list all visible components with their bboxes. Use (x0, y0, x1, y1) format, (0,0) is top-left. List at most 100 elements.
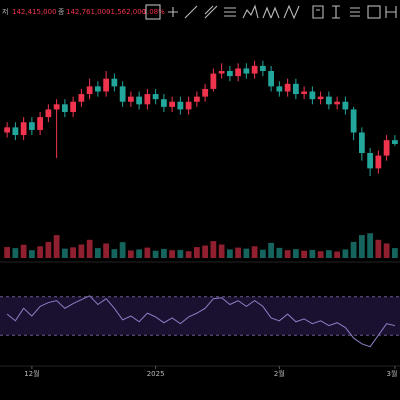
volume-bar (94, 248, 101, 258)
candle-body (20, 122, 27, 136)
volume-bar (177, 249, 184, 258)
volume-bar (226, 249, 233, 258)
volume-bar (383, 243, 390, 258)
candle-body (202, 88, 209, 97)
volume-bar (367, 233, 374, 258)
candle-body (375, 155, 382, 169)
candle-body (70, 101, 77, 112)
volume (4, 233, 398, 258)
tool-select[interactable] (145, 4, 161, 20)
candle-body (78, 94, 85, 102)
tool-cross[interactable] (168, 7, 178, 17)
volume-bar (20, 244, 27, 258)
volume-bar (185, 251, 192, 258)
tool-box[interactable] (367, 5, 381, 19)
x-tick-label: 2월 (274, 369, 285, 378)
volume-bar (350, 241, 357, 258)
candle-body (226, 71, 233, 77)
tool-channel[interactable] (204, 5, 218, 19)
candle-body (53, 104, 60, 110)
candle-body (61, 104, 68, 112)
candle-body (37, 117, 44, 130)
volume-bar (12, 248, 19, 258)
volume-bar (37, 246, 44, 258)
tool-h[interactable] (385, 6, 397, 18)
tool-measure[interactable] (332, 5, 340, 19)
tool-list[interactable] (350, 7, 360, 17)
volume-bar (160, 248, 167, 258)
candle-body (325, 96, 332, 105)
candle-body (12, 127, 19, 136)
candle-body (160, 99, 167, 107)
candle-body (317, 96, 324, 100)
candle-body (4, 127, 11, 133)
volume-bar (292, 249, 299, 258)
candle-body (342, 101, 349, 110)
rsi-line (6, 295, 395, 348)
volume-bar (218, 244, 225, 258)
candle-body (350, 109, 357, 133)
volume-bar (61, 248, 68, 258)
x-tick-label: 12월 (24, 369, 39, 378)
candle-body (152, 94, 159, 100)
candles (4, 60, 398, 177)
candle-body (94, 86, 101, 92)
volume-bar (70, 247, 77, 258)
x-axis: 12월 2025 2월 3월 (24, 366, 397, 378)
candle-body (218, 71, 225, 74)
rsi-band (0, 296, 400, 336)
candle-body (136, 96, 143, 105)
volume-bar (391, 248, 398, 258)
volume-bar (301, 250, 308, 258)
volume-bar (284, 250, 291, 258)
volume-bar (144, 247, 151, 258)
volume-bar (86, 239, 93, 258)
volume-bar (276, 247, 283, 258)
volume-bar (251, 246, 258, 258)
header-change: -1,562,000 (108, 8, 146, 16)
tool-elliott[interactable] (283, 4, 300, 20)
volume-bar (334, 251, 341, 258)
candle-body (185, 101, 192, 110)
volume-bar (28, 250, 35, 258)
volume-bar (342, 249, 349, 258)
header-close: 142,761,000 (66, 8, 111, 16)
candle-body (127, 96, 134, 102)
candle-body (210, 73, 217, 89)
volume-bar (193, 247, 200, 258)
volume-bar (325, 250, 332, 258)
candle-body (28, 122, 35, 130)
toolbar (145, 4, 397, 20)
volume-bar (103, 243, 110, 258)
candle-body (243, 68, 250, 74)
volume-bar (317, 251, 324, 258)
candle-body (284, 83, 291, 92)
candle-body (251, 65, 258, 74)
volume-bar (309, 249, 316, 258)
candle-body (235, 68, 242, 77)
candle-body (169, 101, 176, 107)
volume-bar (4, 247, 11, 258)
header-low: 142,415,000 (12, 8, 57, 16)
tool-wave[interactable] (262, 6, 280, 19)
candle-body (193, 96, 200, 102)
candle-body (383, 140, 390, 156)
candle-body (177, 101, 184, 110)
volume-bar (53, 235, 60, 258)
tool-pattern[interactable] (242, 4, 259, 19)
tool-line[interactable] (184, 5, 198, 19)
candle-body (268, 71, 275, 87)
header-close-label: 종 (58, 8, 65, 16)
volume-bar (202, 245, 209, 258)
volume-bar (210, 241, 217, 258)
tool-fib[interactable] (224, 7, 236, 17)
tool-text[interactable] (312, 5, 324, 19)
candle-body (276, 86, 283, 92)
volume-bar (259, 249, 266, 258)
x-tick-label: 2025 (147, 370, 165, 378)
volume-bar (375, 239, 382, 258)
x-tick-label: 3월 (387, 369, 398, 378)
